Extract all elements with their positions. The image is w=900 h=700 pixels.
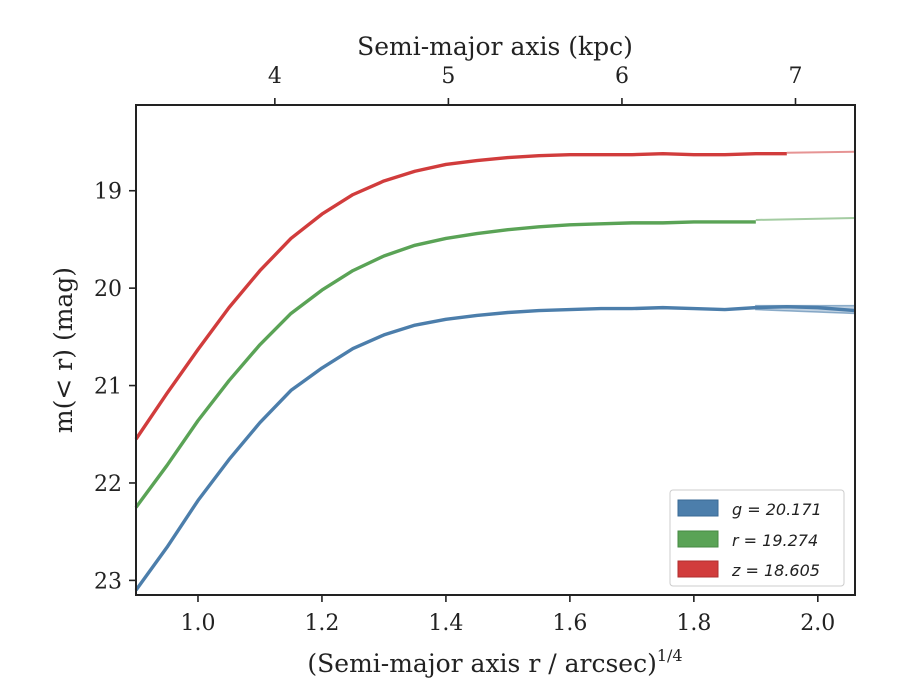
top-x-tick-label: 7 [788,64,802,89]
top-x-axis-title: Semi-major axis (kpc) [357,32,633,61]
series-line [134,220,756,509]
series-line [134,152,787,441]
y-tick-label: 19 [94,180,122,205]
y-tick-label: 21 [94,375,122,400]
plot-frame [135,104,856,596]
legend-label-g: g = 20.171 [732,500,822,519]
top-x-tick-label: 6 [615,64,629,89]
legend: g = 20.171 r = 19.274 z = 18.605 [669,489,845,587]
x-axis-title-superscript: 1/4 [657,646,683,665]
x-axis-title: (Semi-major axis r / arcsec)1/4 [307,646,682,678]
y-axis-title: m(< r) (mag) [49,267,78,433]
y-tick-label: 23 [94,569,122,594]
x-tick-label: 1.6 [552,611,587,636]
top-x-tick-label: 4 [268,64,282,89]
legend-swatch-g [677,499,719,517]
x-axis-title-main: (Semi-major axis r / arcsec) [307,649,656,678]
legend-swatch-r [677,530,719,548]
legend-label-r: r = 19.274 [732,531,818,550]
y-tick-label: 20 [94,277,122,302]
series-extension [755,217,856,221]
ticks-layer: 1.0 1.2 1.4 1.6 1.8 2.0 19 20 21 22 23 4 5 6 7 [94,64,835,636]
x-tick-label: 1.4 [428,611,463,636]
legend-label-z: z = 18.605 [731,561,820,580]
x-tick-label: 1.2 [304,611,339,636]
series-layer [134,150,856,592]
x-tick-label: 1.0 [180,611,215,636]
series-2 [134,150,856,441]
legend-swatch-z [677,560,719,578]
y-tick-label: 22 [94,472,122,497]
x-tick-label: 2.0 [800,611,835,636]
series-1 [134,217,856,509]
top-x-tick-label: 5 [441,64,455,89]
series-extension [786,150,856,154]
x-tick-label: 1.8 [676,611,711,636]
series-line [134,304,856,592]
